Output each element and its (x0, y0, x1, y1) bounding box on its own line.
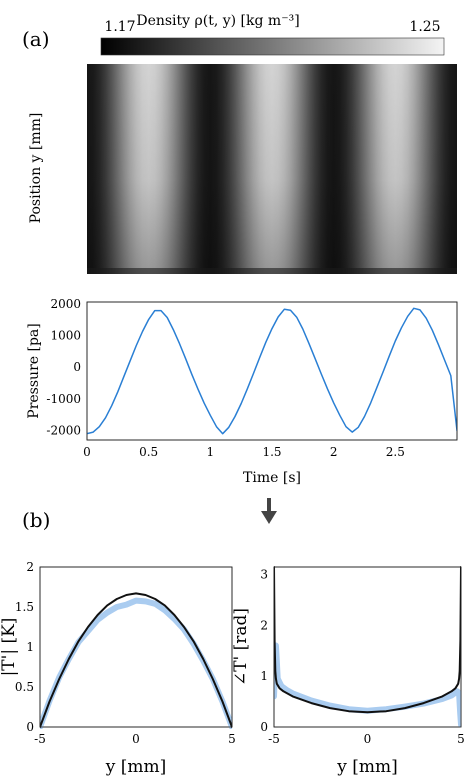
x-axis-label: y [mm] (105, 757, 167, 777)
y-tick-label: 0 (73, 360, 81, 374)
plot-area (39, 566, 233, 728)
plot-area (86, 301, 458, 441)
y-axis-label: Pressure [pa] (26, 323, 42, 418)
plot-frame (39, 566, 233, 728)
heatmap-bottom-edge (87, 268, 457, 274)
y-tick-label: 2 (26, 560, 34, 574)
x-tick-label: 0 (364, 732, 372, 746)
measured-series-line (274, 642, 461, 728)
down-arrow-icon (261, 498, 277, 524)
colorbar (100, 37, 445, 56)
heatmap-shading (87, 64, 457, 274)
y-tick-label: 1.5 (15, 600, 34, 614)
x-tick-label: 0 (132, 732, 140, 746)
x-tick-label: 5 (228, 732, 236, 746)
plot-frame (86, 301, 458, 441)
y-tick-label: 1 (26, 640, 34, 654)
series-line (40, 592, 232, 728)
x-tick-label: 5 (457, 732, 465, 746)
colorbar-min-label: 1.17 (104, 19, 135, 35)
y-tick-label: 2000 (50, 297, 81, 311)
y-tick-label: 2 (260, 618, 268, 632)
x-tick-label: -5 (34, 732, 46, 746)
y-axis-label: |T'| [K] (0, 618, 19, 677)
y-tick-label: 0 (260, 720, 268, 734)
series-line (274, 566, 461, 714)
x-tick-label: 0.5 (139, 445, 158, 459)
heatmap-ylabel: Position y [mm] (28, 113, 44, 224)
colorbar-max-label: 1.25 (409, 19, 440, 35)
x-tick-label: -5 (268, 732, 280, 746)
y-axis-label: ∠T' [rad] (231, 608, 251, 686)
pressure-chart: 0 0.5 1 1.5 2 2.5 2000 1000 0 -1000 -2000 Time [s] P… (26, 297, 458, 486)
x-tick-label: 1.5 (262, 445, 281, 459)
series-line (87, 307, 457, 435)
density-heatmap (87, 64, 457, 274)
y-tick-label: 1000 (50, 329, 81, 343)
y-tick-label: -2000 (46, 424, 81, 438)
x-axis-label: y [mm] (336, 757, 398, 777)
x-tick-label: 1 (207, 445, 215, 459)
colorbar-label: Density ρ(t, y) [kg m⁻³] (136, 13, 299, 29)
x-tick-label: 2.5 (386, 445, 405, 459)
y-tick-label: 1 (260, 669, 268, 683)
panel-label-b: (b) (22, 508, 50, 532)
plot-frame (273, 566, 462, 728)
x-tick-label: 0 (83, 445, 91, 459)
y-tick-label: 0.5 (15, 680, 34, 694)
y-tick-label: 3 (260, 567, 268, 581)
x-axis-label: Time [s] (243, 470, 301, 486)
y-tick-label: 0 (26, 720, 34, 734)
magnitude-chart: -5 0 500.511.52y [mm]|T'| [K] (0, 560, 236, 777)
y-tick-label: -1000 (46, 392, 81, 406)
x-tick-label: 2 (330, 445, 338, 459)
panel-label-a: (a) (22, 27, 50, 51)
